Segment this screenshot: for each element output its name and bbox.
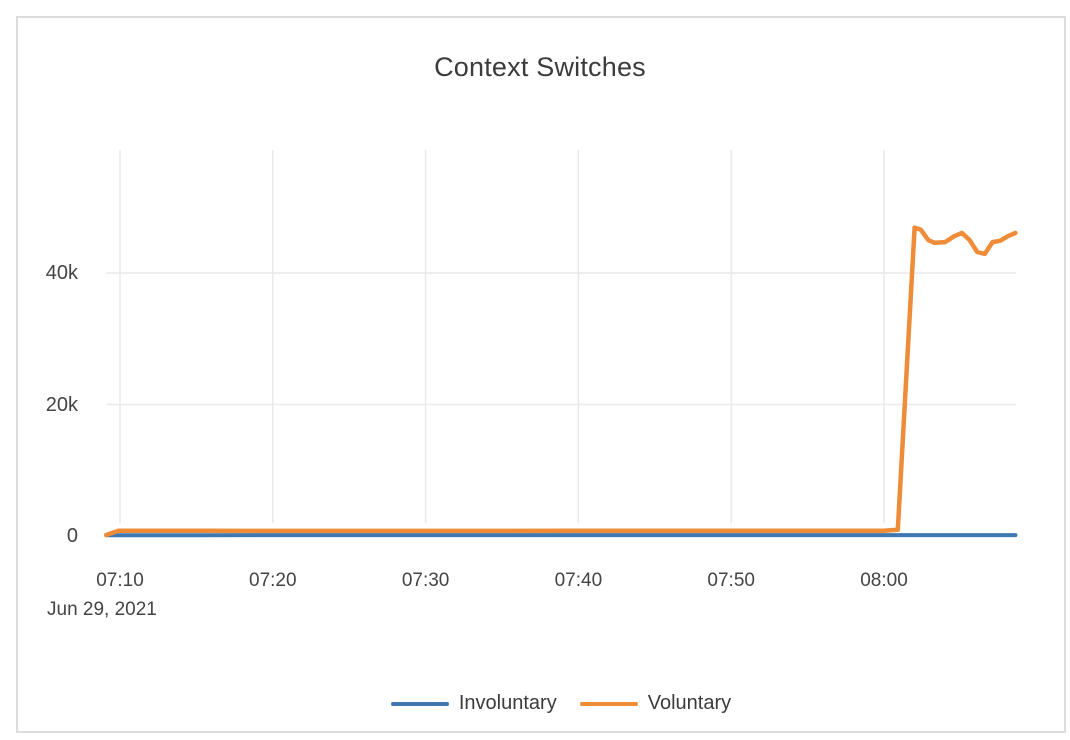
x-tick-label: 08:00 <box>860 570 908 591</box>
x-tick-label: 07:20 <box>249 570 297 591</box>
y-tick-label: 40k <box>45 262 78 284</box>
chart-title: Context Switches <box>434 52 646 82</box>
series-line-voluntary <box>103 225 1018 538</box>
legend-item-involuntary[interactable]: Involuntary <box>390 692 557 715</box>
x-axis-date-label: Jun 29, 2021 <box>47 599 157 620</box>
x-tick-label: 07:10 <box>96 570 144 591</box>
x-tick-label: 07:30 <box>401 570 450 591</box>
chart-card <box>16 16 1066 733</box>
legend-item-voluntary[interactable]: Voluntary <box>579 692 732 715</box>
legend-line-swatch-voluntary <box>579 701 638 706</box>
x-tick-label: 07:40 <box>554 570 603 591</box>
legend-label-involuntary: Involuntary <box>458 692 557 714</box>
x-tick-label: 07:50 <box>707 570 755 591</box>
y-tick-label: 0 <box>66 525 78 547</box>
legend-label-voluntary: Voluntary <box>647 692 732 714</box>
y-tick-label: 20k <box>45 393 78 416</box>
legend: Involuntary Voluntary <box>106 692 1016 715</box>
legend-line-swatch-involuntary <box>390 701 449 706</box>
